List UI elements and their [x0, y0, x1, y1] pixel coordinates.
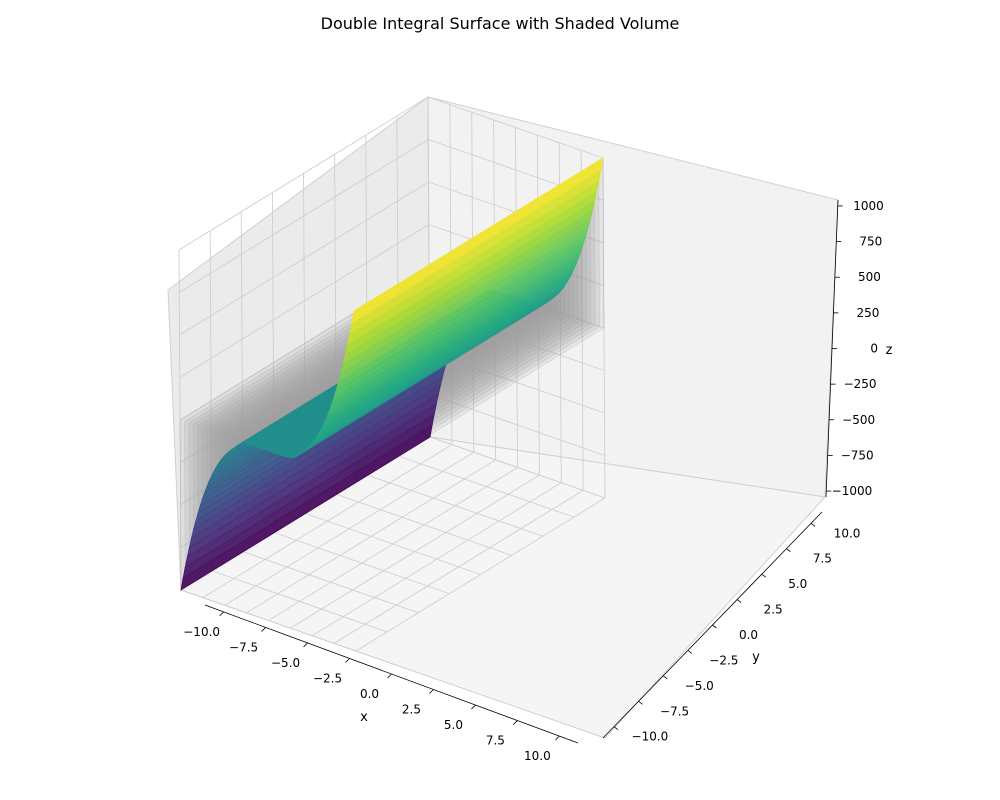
surface-mesh	[180, 157, 604, 591]
y-tick-mark	[613, 726, 619, 731]
z-tick-label: 500	[858, 270, 881, 284]
y-tick-mark	[736, 599, 742, 603]
z-tick-label: 750	[859, 235, 882, 249]
x-tick-mark	[513, 720, 518, 725]
y-tick-mark	[687, 650, 693, 654]
chart-title: Double Integral Surface with Shaded Volu…	[321, 14, 680, 33]
x-tick-mark	[303, 642, 308, 648]
x-tick-mark	[555, 735, 560, 741]
grid-line-z-back	[429, 394, 605, 456]
y-tick-label: −2.5	[709, 653, 738, 667]
y-tick-label: −5.0	[685, 679, 714, 693]
z-axis-label: z	[886, 343, 893, 358]
x-tick-label: 0.0	[360, 687, 379, 701]
grid-line-z-back	[429, 351, 605, 414]
x-tick-label: −10.0	[183, 625, 220, 639]
z-tick-label: −250	[844, 377, 877, 391]
y-tick-mark	[786, 548, 791, 553]
y-tick-mark	[638, 700, 643, 705]
y-tick-label: 5.0	[788, 577, 807, 591]
grid-line-y-floor	[336, 493, 512, 556]
x-tick-mark	[471, 704, 476, 710]
grid-line-z-back	[427, 96, 604, 159]
grid-line-y-floor	[305, 513, 481, 575]
grid-line-y-floor	[211, 570, 388, 633]
x-tick-label: −5.0	[271, 656, 300, 670]
x-tick-mark	[219, 611, 224, 617]
y-tick-mark	[810, 522, 816, 527]
y-tick-label: 0.0	[739, 628, 758, 642]
y-tick-label: −7.5	[660, 704, 689, 718]
grid-line-z-side	[179, 181, 429, 336]
z-tick-label: −1000	[832, 484, 873, 498]
y-tick-label: 7.5	[813, 552, 832, 566]
z-tick-label: −500	[842, 413, 875, 427]
z-tick-label: 0	[870, 342, 878, 356]
grid-line-y-floor	[243, 551, 419, 614]
x-tick-mark	[261, 627, 266, 632]
y-tick-label: 10.0	[834, 526, 861, 540]
x-tick-mark	[387, 673, 392, 679]
z-tick-label: −750	[841, 448, 874, 462]
y-tick-label: 2.5	[764, 603, 783, 617]
y-tick-label: −10.0	[632, 730, 669, 744]
x-tick-label: 7.5	[486, 734, 505, 748]
tick-labels: −10.0−7.5−5.0−2.50.02.55.07.510.0−10.0−7…	[183, 199, 884, 763]
y-tick-mark	[761, 573, 767, 578]
grid-line-y-floor	[180, 589, 357, 652]
z-tick-label: 1000	[853, 199, 884, 213]
y-axis-label: y	[752, 650, 760, 665]
x-axis-label: x	[360, 710, 368, 725]
x-tick-mark	[429, 689, 434, 694]
grid-line-z-side	[178, 96, 429, 251]
grid-line-z-side	[179, 139, 429, 293]
x-tick-label: 2.5	[402, 703, 421, 717]
x-tick-label: −2.5	[313, 671, 342, 685]
x-tick-label: 10.0	[524, 749, 551, 763]
grid-line-y-floor	[274, 532, 450, 595]
x-tick-mark	[345, 658, 350, 663]
y-tick-mark	[662, 675, 668, 680]
grid-line-y-floor	[367, 474, 543, 537]
y-tick-mark	[712, 624, 717, 629]
grid-line-z-side	[179, 224, 429, 378]
surface-strip	[351, 157, 604, 324]
grid-line-z-back	[429, 436, 606, 499]
z-tick-label: 250	[857, 306, 880, 320]
x-tick-label: 5.0	[444, 718, 463, 732]
x-tick-label: −7.5	[229, 640, 258, 654]
grid-line-y-floor	[398, 455, 575, 518]
